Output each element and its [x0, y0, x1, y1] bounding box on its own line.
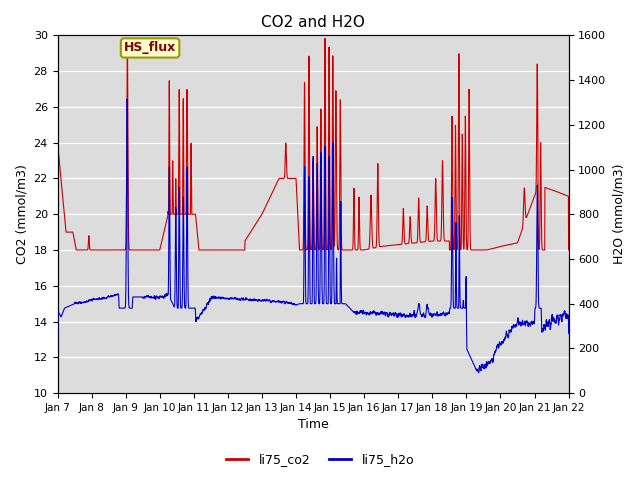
- Text: HS_flux: HS_flux: [124, 41, 176, 54]
- Y-axis label: H2O (mmol/m3): H2O (mmol/m3): [612, 164, 625, 264]
- Legend: li75_co2, li75_h2o: li75_co2, li75_h2o: [221, 448, 419, 471]
- Title: CO2 and H2O: CO2 and H2O: [261, 15, 365, 30]
- X-axis label: Time: Time: [298, 419, 328, 432]
- Y-axis label: CO2 (mmol/m3): CO2 (mmol/m3): [15, 164, 28, 264]
